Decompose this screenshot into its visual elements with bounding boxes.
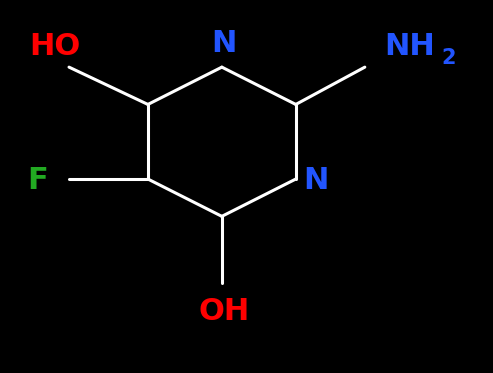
Text: F: F xyxy=(27,166,48,195)
Text: HO: HO xyxy=(30,32,81,61)
Text: 2: 2 xyxy=(441,48,456,68)
Text: N: N xyxy=(303,166,328,195)
Text: NH: NH xyxy=(385,32,435,61)
Text: OH: OH xyxy=(199,297,250,326)
Text: N: N xyxy=(211,29,237,58)
